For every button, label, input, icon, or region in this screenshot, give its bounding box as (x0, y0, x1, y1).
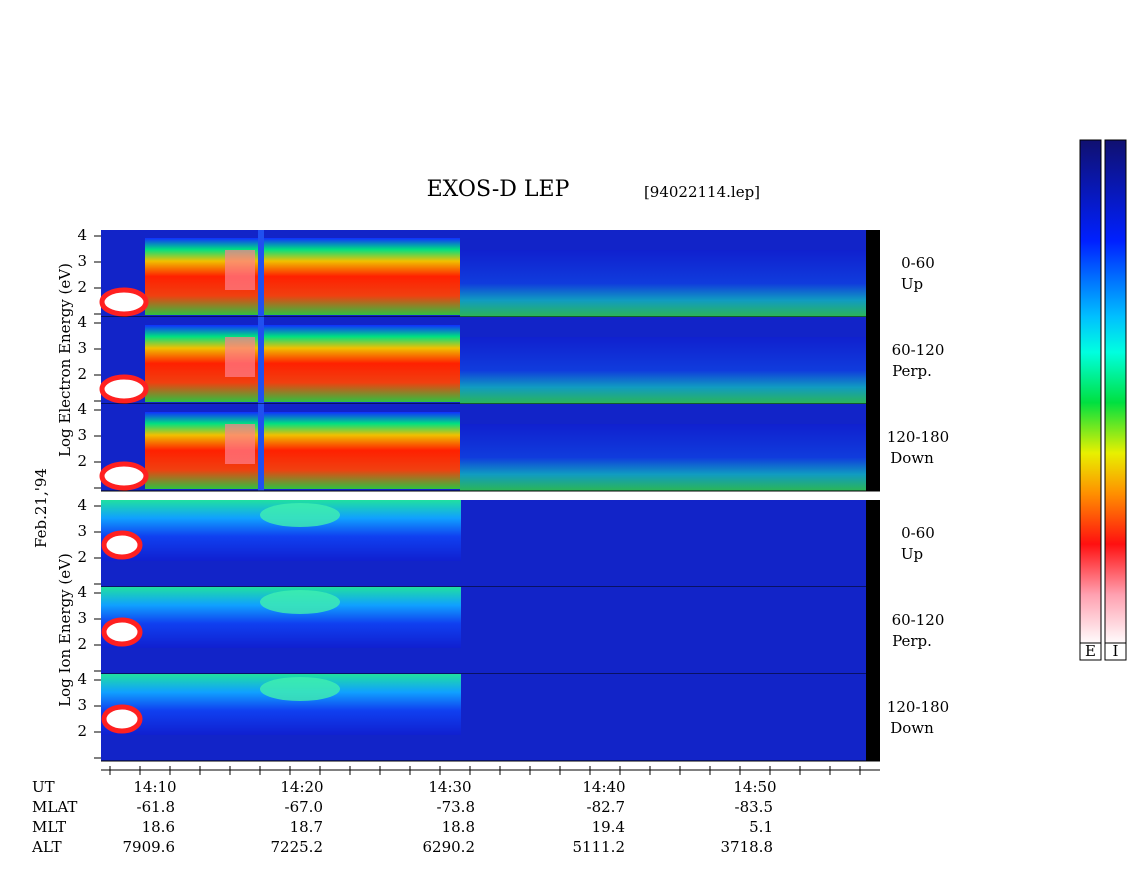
spectrogram-gap (258, 230, 264, 317)
spectrogram-cool (460, 337, 866, 404)
energy-tick-label: 4 (77, 226, 87, 244)
ephemeris-value: 18.6 (142, 818, 175, 836)
date-label: Feb.21,'94 (32, 468, 50, 548)
panel-edge (866, 230, 880, 317)
spectrogram-ion-hot (101, 704, 143, 734)
energy-tick-label: 2 (77, 452, 87, 470)
ephemeris-value: -67.0 (285, 798, 323, 816)
ephemeris-value: -61.8 (137, 798, 175, 816)
energy-tick-label: 2 (77, 278, 87, 296)
ephemeris-value: 6290.2 (423, 838, 476, 856)
panel-edge (866, 500, 880, 587)
ion-axis-label: Log Ion Energy (eV) (56, 553, 74, 707)
ephemeris-value: 5111.2 (573, 838, 626, 856)
spectrogram-blob (99, 374, 149, 404)
energy-tick-label: 3 (77, 252, 87, 270)
ephemeris-value: 7909.6 (123, 838, 176, 856)
spectrogram-streak (225, 424, 255, 464)
colorbar-key-box (1104, 642, 1127, 661)
colorbar-key-box (1079, 642, 1102, 661)
spectrogram-blob (99, 461, 149, 491)
spectrogram-ion-blob (260, 503, 340, 527)
time-label: 14:40 (582, 778, 625, 796)
energy-tick-label: 2 (77, 548, 87, 566)
ephemeris-value: 19.4 (592, 818, 625, 836)
energy-tick-label: 4 (77, 670, 87, 688)
file-name: [94022114.lep] (644, 183, 760, 201)
energy-tick-label: 4 (77, 583, 87, 601)
direction-label: Down (890, 449, 934, 467)
spectrogram-ion-blob (260, 590, 340, 614)
spectrogram-streak (225, 337, 255, 377)
energy-tick-label: 2 (77, 365, 87, 383)
direction-label: Up (901, 275, 923, 293)
time-label: 14:20 (280, 778, 323, 796)
panel-edge (866, 587, 880, 674)
spectrogram-streak (225, 250, 255, 290)
colorbar-e (1079, 139, 1102, 646)
direction-label: Perp. (892, 362, 932, 380)
spectrogram-blob (99, 287, 149, 317)
energy-tick-label: 3 (77, 426, 87, 444)
energy-tick-label: 3 (77, 609, 87, 627)
ephemeris-value: 7225.2 (271, 838, 324, 856)
direction-label: Perp. (892, 632, 932, 650)
ephemeris-label: UT (32, 778, 55, 796)
panel-edge (866, 404, 880, 491)
electron-axis-label: Log Electron Energy (eV) (56, 263, 74, 457)
angle-label: 120-180 (887, 428, 949, 446)
energy-tick-label: 2 (77, 635, 87, 653)
spectrogram-hot (145, 238, 460, 315)
spectrogram-ion-blob (260, 677, 340, 701)
energy-tick-label: 4 (77, 313, 87, 331)
spectrogram-cool (460, 250, 866, 317)
title: EXOS-D LEP (427, 177, 570, 202)
time-label: 14:50 (733, 778, 776, 796)
colorbar-i (1104, 139, 1127, 646)
spectrogram-hot (145, 325, 460, 402)
energy-tick-label: 4 (77, 496, 87, 514)
time-label: 14:10 (133, 778, 176, 796)
ephemeris-value: 18.7 (290, 818, 323, 836)
angle-label: 120-180 (887, 698, 949, 716)
panel-edge (866, 317, 880, 404)
ephemeris-value: -73.8 (437, 798, 475, 816)
spectrogram-ion-hot (101, 530, 143, 560)
ephemeris-value: -83.5 (735, 798, 773, 816)
ephemeris-label: MLAT (32, 798, 77, 816)
energy-tick-label: 3 (77, 339, 87, 357)
energy-tick-label: 3 (77, 696, 87, 714)
spectrogram-gap (258, 317, 264, 404)
colorbar-key: E (1085, 642, 1096, 660)
ephemeris-value: 5.1 (749, 818, 773, 836)
spectrogram-cool (460, 424, 866, 491)
angle-label: 0-60 (901, 254, 935, 272)
ephemeris-value: 18.8 (442, 818, 475, 836)
spectrogram-hot (145, 412, 460, 489)
time-label: 14:30 (428, 778, 471, 796)
ephemeris-label: MLT (32, 818, 66, 836)
angle-label: 60-120 (892, 341, 945, 359)
ephemeris-value: 3718.8 (721, 838, 774, 856)
direction-label: Down (890, 719, 934, 737)
angle-label: 0-60 (901, 524, 935, 542)
angle-label: 60-120 (892, 611, 945, 629)
spectrogram-ion-hot (101, 617, 143, 647)
energy-tick-label: 2 (77, 722, 87, 740)
energy-tick-label: 4 (77, 400, 87, 418)
panel-edge (866, 674, 880, 761)
energy-tick-label: 3 (77, 522, 87, 540)
ephemeris-value: -82.7 (587, 798, 625, 816)
direction-label: Up (901, 545, 923, 563)
colorbar-key: I (1113, 642, 1119, 660)
spectrogram-gap (258, 404, 264, 491)
ephemeris-label: ALT (31, 838, 62, 856)
